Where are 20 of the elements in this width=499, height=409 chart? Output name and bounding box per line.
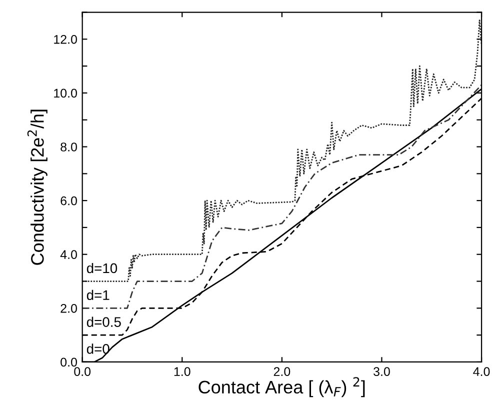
series-label: d=0 — [86, 344, 110, 354]
x-tick-label: 3.0 — [374, 367, 390, 376]
y-tick-label: 10.0 — [54, 88, 77, 98]
x-tick-label: 1.0 — [174, 367, 190, 376]
y-tick-label: 0.0 — [60, 358, 77, 367]
y-tick-label: 12.0 — [54, 34, 77, 44]
y-tick-label: 4.0 — [60, 250, 77, 260]
y-tick-label: 2.0 — [60, 304, 77, 313]
x-tick-label: 0.0 — [74, 367, 91, 376]
x-tick-label: 4.0 — [473, 367, 490, 376]
x-tick-label: 2.0 — [274, 367, 290, 376]
series-label: d=0.5 — [86, 316, 121, 327]
y-tick-label: 8.0 — [60, 142, 77, 152]
y-tick-label: 6.0 — [60, 196, 77, 206]
series-label: d=10 — [86, 262, 118, 274]
line-series — [82, 84, 482, 309]
x-axis-title: Contact Area [ (λ$_{F}$) $^{2}$] — [198, 377, 365, 398]
y-axis-title: Conductivity [2e$^{2}$/h] — [27, 110, 48, 265]
series-label: d=1 — [86, 290, 110, 300]
line-series — [82, 20, 482, 282]
